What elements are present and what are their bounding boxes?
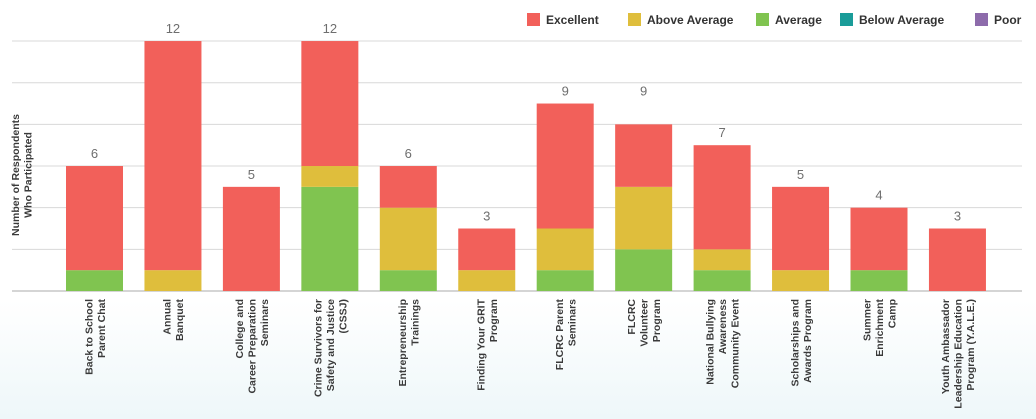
y-axis-title: Number of Respondents Who Participated <box>10 114 35 236</box>
bar-segment-average <box>66 270 123 291</box>
total-label: 5 <box>248 167 255 182</box>
bar-segment-average <box>693 270 751 291</box>
x-tick-label: Program (Y.A.L.E.) <box>965 299 977 391</box>
bar-segment-average <box>615 249 673 291</box>
total-label: 7 <box>718 125 725 140</box>
total-label: 3 <box>954 209 961 224</box>
bar-segment-excellent <box>615 124 673 187</box>
x-tick-label: Scholarships and <box>789 299 801 387</box>
bar-segment-above-average <box>615 186 673 250</box>
x-tick-label: Safety and Justice <box>325 299 337 391</box>
bar-segment-excellent <box>536 103 594 229</box>
total-label: 3 <box>483 209 490 224</box>
x-tick-label: Finding Your GRIT <box>476 298 488 390</box>
y-axis-title-line: Number of Respondents <box>10 114 22 236</box>
total-label: 9 <box>562 84 569 99</box>
bar-segment-above-average <box>536 228 594 271</box>
bar-segment-above-average <box>772 270 830 291</box>
total-label: 12 <box>166 21 180 36</box>
legend: Excellent Above Average Average Below Avera… <box>527 13 1022 27</box>
legend-label: Average <box>775 13 822 27</box>
bar-segment-excellent <box>379 166 437 208</box>
bar-segment-excellent <box>850 207 908 271</box>
x-tick-label: Program <box>651 299 663 342</box>
x-tick-label: College and <box>234 299 246 359</box>
bar-segment-average <box>536 270 594 291</box>
total-label: 6 <box>91 146 98 161</box>
x-tick-label: FLCRC Parent <box>554 299 566 371</box>
x-tick-label: Volunteer <box>639 299 651 347</box>
legend-label: Below Average <box>859 13 944 27</box>
bar-segment-above-average <box>301 166 359 187</box>
bar-segment-excellent <box>66 166 123 271</box>
legend-label: Poor <box>994 13 1022 27</box>
x-tick-label: Career Preparation <box>246 299 258 394</box>
bar-segment-average <box>850 270 908 291</box>
legend-swatch <box>756 13 769 26</box>
x-tick-label: Enrichment <box>874 299 886 357</box>
x-axis-labels: Back to School Parent Chat Annual Banquet Co… <box>83 298 977 408</box>
bar-segment-average <box>379 270 437 291</box>
x-tick-label: (CSSJ) <box>337 299 349 333</box>
legend-label: Above Average <box>647 13 734 27</box>
x-tick-label: Leadership Education <box>952 299 964 409</box>
bar-segment-excellent <box>928 228 986 291</box>
legend-swatch <box>527 13 540 26</box>
bar-segment-excellent <box>693 145 751 250</box>
x-tick-label: Trainings <box>410 299 422 346</box>
bar-segment-above-average <box>144 270 202 291</box>
x-tick-label: Youth Ambassador <box>940 299 952 394</box>
x-tick-label: Summer <box>862 299 874 341</box>
x-tick-label: Awards Program <box>802 299 814 383</box>
x-tick-label: Crime Survivors for <box>312 299 324 397</box>
bar-segment-above-average <box>693 249 751 271</box>
total-label: 4 <box>875 188 882 203</box>
x-tick-label: National Bullying <box>705 299 717 385</box>
bar-segment-excellent <box>144 41 202 271</box>
total-label: 5 <box>797 167 804 182</box>
x-tick-label: Parent Chat <box>96 299 108 358</box>
x-tick-label: Camp <box>887 299 899 328</box>
legend-swatch <box>975 13 988 26</box>
x-tick-label: Community Event <box>730 299 742 389</box>
legend-swatch <box>840 13 853 26</box>
x-tick-label: Program <box>488 299 500 342</box>
x-tick-label: Seminars <box>259 299 271 346</box>
y-axis-title-line: Who Participated <box>23 132 35 218</box>
x-tick-label: Back to School <box>83 299 95 375</box>
x-tick-label: Banquet <box>174 298 186 341</box>
total-labels: 6 12 5 12 6 3 9 9 7 5 4 3 <box>91 21 961 223</box>
bar-segment-average <box>301 186 359 291</box>
bar-segment-excellent <box>222 186 280 291</box>
bar-segment-above-average <box>458 270 516 291</box>
x-tick-label: Annual <box>162 299 174 335</box>
total-label: 12 <box>323 21 337 36</box>
legend-label: Excellent <box>546 13 599 27</box>
total-label: 6 <box>405 146 412 161</box>
bar-segment-excellent <box>301 41 359 167</box>
bar-segment-above-average <box>379 207 437 271</box>
bars <box>66 41 986 291</box>
bar-segment-excellent <box>772 186 830 271</box>
x-tick-label: Awareness <box>717 299 729 354</box>
x-tick-label: FLCRC <box>626 299 638 335</box>
legend-swatch <box>628 13 641 26</box>
bar-segment-excellent <box>458 228 516 271</box>
x-tick-label: Seminars <box>566 299 578 346</box>
total-label: 9 <box>640 84 647 99</box>
x-tick-label: Entrepreneurship <box>397 299 409 387</box>
